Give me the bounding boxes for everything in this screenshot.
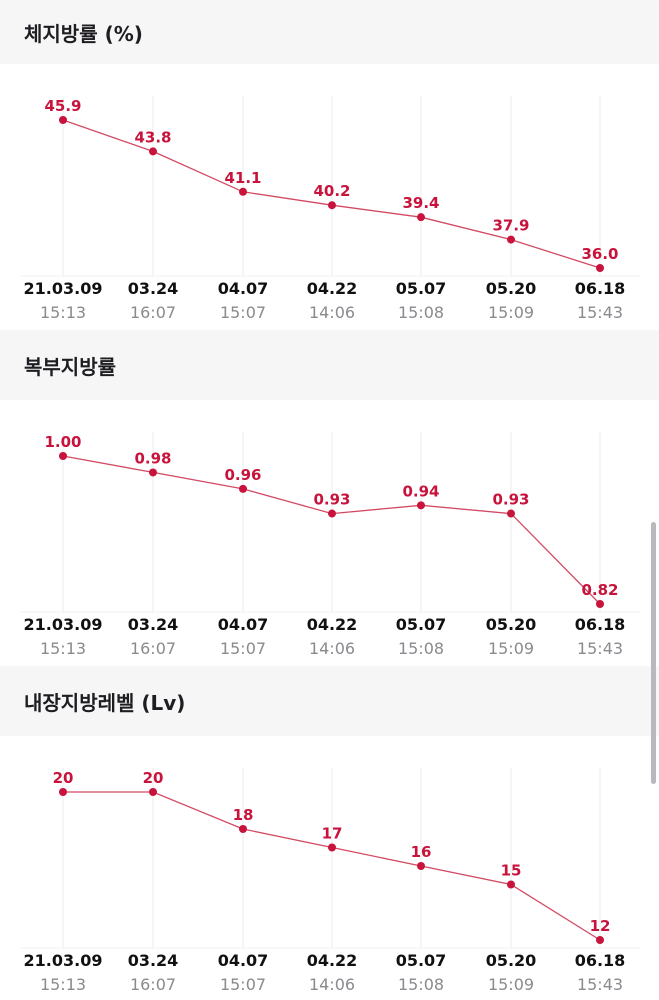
x-tick-time: 15:13: [40, 303, 86, 322]
x-tick-date: 04.22: [307, 615, 358, 634]
data-label: 41.1: [224, 169, 261, 187]
x-tick-time: 15:08: [398, 975, 444, 994]
data-label: 40.2: [313, 182, 350, 200]
x-tick-time: 15:07: [220, 303, 266, 322]
data-point[interactable]: [328, 509, 336, 518]
x-tick-time: 16:07: [130, 639, 176, 658]
data-label: 39.4: [402, 194, 439, 212]
data-label: 17: [322, 825, 343, 843]
data-label: 36.0: [581, 245, 618, 263]
data-point[interactable]: [328, 843, 336, 852]
x-tick-date: 21.03.09: [24, 279, 103, 298]
x-tick-date: 05.20: [486, 279, 537, 298]
data-label: 20: [143, 769, 164, 787]
x-tick-date: 06.18: [575, 951, 626, 970]
data-label: 12: [590, 917, 611, 935]
x-tick-date: 05.07: [396, 951, 447, 970]
x-tick-date: 03.24: [128, 951, 179, 970]
x-tick-time: 15:13: [40, 639, 86, 658]
x-tick-date: 05.20: [486, 951, 537, 970]
data-label: 43.8: [134, 128, 171, 146]
data-label: 0.82: [581, 581, 618, 599]
abdominal-fat-chart-svg: 1.00 0.98 0.96 0.93 0.94 0.93 0.82 21.03.09 15:1…: [20, 432, 640, 658]
data-point[interactable]: [59, 788, 67, 796]
x-tick-date: 04.07: [218, 279, 269, 298]
x-tick-date: 21.03.09: [24, 615, 103, 634]
section-header-visceral-fat: 내장지방레벨 (Lv): [0, 666, 659, 736]
data-point[interactable]: [239, 825, 247, 833]
data-point[interactable]: [149, 788, 157, 796]
visceral-fat-chart-svg: 20 20 18 17 16 15 12 21.03.09 15:13 03.24 16:07 04.…: [20, 768, 640, 994]
data-point[interactable]: [59, 116, 67, 124]
data-point[interactable]: [417, 213, 425, 222]
x-tick-time: 15:08: [398, 639, 444, 658]
x-tick-date: 04.22: [307, 279, 358, 298]
data-point[interactable]: [417, 501, 425, 510]
data-point[interactable]: [596, 936, 604, 944]
x-tick-time: 14:06: [309, 639, 355, 658]
section-title: 복부지방률: [24, 354, 116, 379]
x-tick-date: 05.07: [396, 279, 447, 298]
data-label: 20: [53, 769, 74, 787]
data-label: 0.93: [313, 491, 350, 509]
x-tick-time: 15:43: [577, 975, 623, 994]
x-tick-date: 06.18: [575, 615, 626, 634]
x-tick-time: 15:09: [488, 303, 534, 322]
data-label: 1.00: [44, 433, 81, 451]
chart-visceral-fat: 20 20 18 17 16 15 12 21.03.09 15:13 03.24 16:07 04.…: [0, 736, 659, 1000]
x-tick-time: 15:13: [40, 975, 86, 994]
data-point[interactable]: [59, 452, 67, 460]
x-tick-date: 03.24: [128, 279, 179, 298]
x-tick-time: 15:09: [488, 975, 534, 994]
x-tick-date: 06.18: [575, 279, 626, 298]
data-point[interactable]: [596, 264, 604, 272]
x-tick-time: 15:09: [488, 639, 534, 658]
section-header-abdominal-fat: 복부지방률: [0, 330, 659, 400]
data-label: 0.98: [134, 449, 171, 467]
x-tick-date: 04.07: [218, 615, 269, 634]
data-point[interactable]: [507, 235, 515, 244]
x-tick-time: 15:07: [220, 639, 266, 658]
x-tick-date: 04.07: [218, 951, 269, 970]
x-tick-time: 14:06: [309, 975, 355, 994]
chart-abdominal-fat: 1.00 0.98 0.96 0.93 0.94 0.93 0.82 21.03.09 15:1…: [0, 400, 659, 666]
data-label: 45.9: [44, 97, 81, 115]
scrollbar[interactable]: [651, 522, 656, 784]
x-tick-time: 15:08: [398, 303, 444, 322]
data-label: 0.96: [224, 466, 261, 484]
data-point[interactable]: [417, 862, 425, 870]
data-label: 18: [233, 806, 254, 824]
data-label: 0.93: [492, 491, 529, 509]
section-title: 내장지방레벨 (Lv): [24, 690, 186, 715]
x-tick-time: 15:43: [577, 303, 623, 322]
data-point[interactable]: [239, 484, 247, 493]
x-tick-time: 15:43: [577, 639, 623, 658]
x-tick-date: 03.24: [128, 615, 179, 634]
data-label: 37.9: [492, 217, 529, 235]
data-point[interactable]: [596, 600, 604, 608]
x-tick-date: 04.22: [307, 951, 358, 970]
x-tick-date: 05.07: [396, 615, 447, 634]
data-label: 16: [411, 843, 432, 861]
x-tick-date: 05.20: [486, 615, 537, 634]
x-tick-date: 21.03.09: [24, 951, 103, 970]
data-point[interactable]: [328, 201, 336, 210]
data-point[interactable]: [239, 187, 247, 196]
x-tick-time: 16:07: [130, 975, 176, 994]
x-tick-time: 14:06: [309, 303, 355, 322]
x-tick-time: 16:07: [130, 303, 176, 322]
data-point[interactable]: [507, 509, 515, 518]
data-point[interactable]: [149, 468, 157, 477]
chart-body-fat: 45.9 43.8 41.1 40.2 39.4 37.9 36.0 21.03.09 15:1…: [0, 64, 659, 330]
data-label: 15: [501, 862, 522, 880]
data-point[interactable]: [507, 880, 515, 889]
section-title: 체지방률 (%): [24, 21, 143, 46]
data-label: 0.94: [402, 482, 439, 500]
data-point[interactable]: [149, 147, 157, 156]
body-fat-chart-svg: 45.9 43.8 41.1 40.2 39.4 37.9 36.0 21.03.09 15:1…: [20, 96, 640, 322]
section-header-body-fat: 체지방률 (%): [0, 0, 659, 64]
x-tick-time: 15:07: [220, 975, 266, 994]
